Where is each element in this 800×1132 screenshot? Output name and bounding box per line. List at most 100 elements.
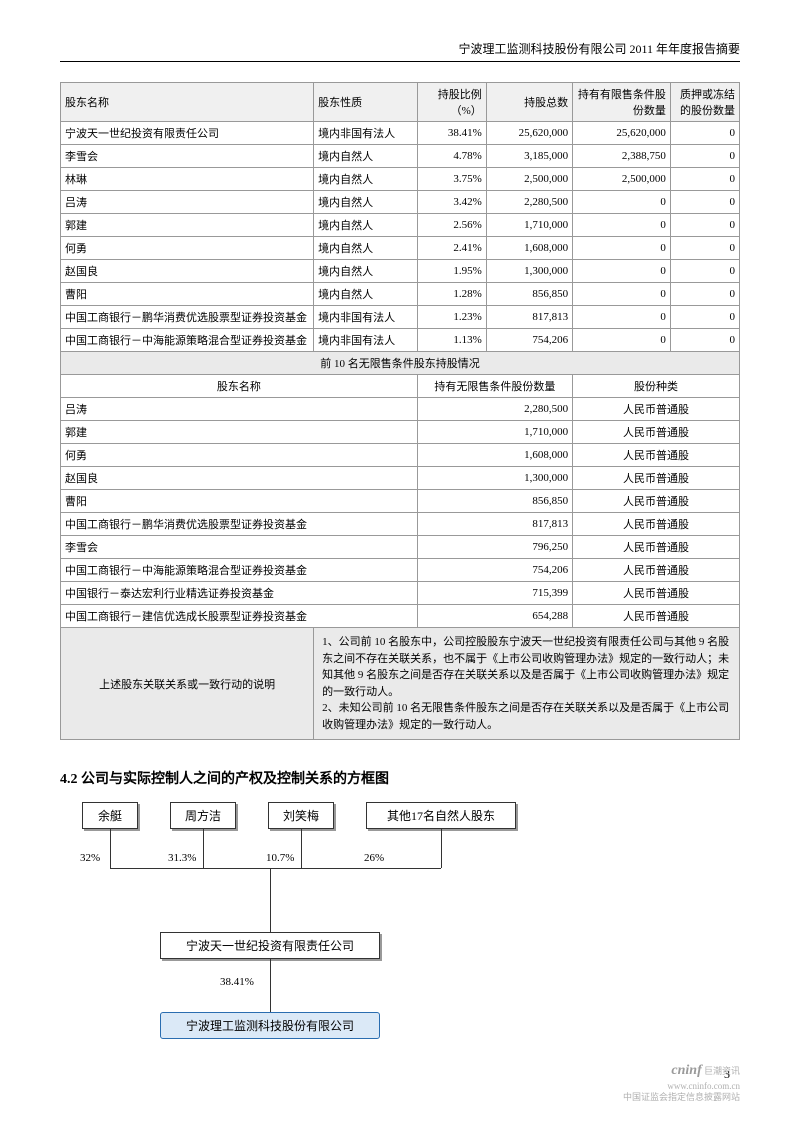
diagram-node-bottom: 宁波理工监测科技股份有限公司	[160, 1012, 380, 1039]
section-title-4-2: 4.2 公司与实际控制人之间的产权及控制关系的方框图	[60, 768, 740, 788]
cell: 0	[573, 306, 671, 329]
cell: 1.13%	[417, 329, 486, 352]
cell: 境内自然人	[314, 145, 418, 168]
diagram-pct: 26%	[364, 852, 384, 864]
table-row: 中国工商银行－建信优选成长股票型证券投资基金654,288人民币普通股	[61, 605, 740, 628]
cell: 25,620,000	[486, 122, 572, 145]
table-row: 中国工商银行－中海能源策略混合型证券投资基金境内非国有法人1.13%754,20…	[61, 329, 740, 352]
table-row: 吕涛2,280,500人民币普通股	[61, 398, 740, 421]
cell: 郭建	[61, 421, 418, 444]
cell: 境内自然人	[314, 260, 418, 283]
cell: 人民币普通股	[573, 605, 740, 628]
table-row: 赵国良1,300,000人民币普通股	[61, 467, 740, 490]
cell: 李雪会	[61, 145, 314, 168]
table-row: 宁波天一世纪投资有限责任公司境内非国有法人38.41%25,620,00025,…	[61, 122, 740, 145]
cell: 境内自然人	[314, 214, 418, 237]
cell: 38.41%	[417, 122, 486, 145]
cell: 李雪会	[61, 536, 418, 559]
note-label: 上述股东关联关系或一致行动的说明	[61, 628, 314, 740]
cell: 人民币普通股	[573, 513, 740, 536]
cell: 1,608,000	[417, 444, 572, 467]
cell: 754,206	[417, 559, 572, 582]
cell: 0	[670, 191, 739, 214]
cell: 何勇	[61, 237, 314, 260]
diagram-pct: 38.41%	[220, 976, 254, 988]
diagram-node: 周方洁	[170, 802, 236, 829]
table-row: 吕涛境内自然人3.42%2,280,50000	[61, 191, 740, 214]
cell: 宁波天一世纪投资有限责任公司	[61, 122, 314, 145]
table-row: 中国工商银行－中海能源策略混合型证券投资基金754,206人民币普通股	[61, 559, 740, 582]
cell: 796,250	[417, 536, 572, 559]
cell: 1.28%	[417, 283, 486, 306]
watermark-url: www.cninfo.com.cn	[667, 1081, 740, 1091]
cell: 赵国良	[61, 467, 418, 490]
table-row: 何勇1,608,000人民币普通股	[61, 444, 740, 467]
cell: 1,710,000	[486, 214, 572, 237]
cell: 人民币普通股	[573, 467, 740, 490]
table-row: 中国工商银行－鹏华消费优选股票型证券投资基金境内非国有法人1.23%817,81…	[61, 306, 740, 329]
cell: 1.95%	[417, 260, 486, 283]
table-row: 郭建1,710,000人民币普通股	[61, 421, 740, 444]
cell: 715,399	[417, 582, 572, 605]
cell: 817,813	[486, 306, 572, 329]
note-text: 1、公司前 10 名股东中，公司控股股东宁波天一世纪投资有限责任公司与其他 9 …	[314, 628, 740, 740]
cell: 0	[670, 260, 739, 283]
cell: 0	[670, 168, 739, 191]
diagram-node: 其他17名自然人股东	[366, 802, 516, 829]
table-row: 郭建境内自然人2.56%1,710,00000	[61, 214, 740, 237]
cell: 0	[573, 329, 671, 352]
cell: 2,500,000	[573, 168, 671, 191]
cell: 境内非国有法人	[314, 306, 418, 329]
table-row: 赵国良境内自然人1.95%1,300,00000	[61, 260, 740, 283]
top10-shareholders-table: 股东名称 股东性质 持股比例（%） 持股总数 持有有限售条件股份数量 质押或冻结…	[60, 82, 740, 740]
cell: 0	[670, 145, 739, 168]
cell: 0	[670, 283, 739, 306]
cell: 0	[573, 283, 671, 306]
col-pledge: 质押或冻结的股份数量	[670, 83, 739, 122]
diagram-pct: 10.7%	[266, 852, 294, 864]
cell: 境内非国有法人	[314, 122, 418, 145]
cell: 4.78%	[417, 145, 486, 168]
cell: 人民币普通股	[573, 536, 740, 559]
cell: 人民币普通股	[573, 421, 740, 444]
ownership-diagram: 余艇32%周方洁31.3%刘笑梅10.7%其他17名自然人股东26%宁波天一世纪…	[70, 802, 570, 1062]
cell: 0	[573, 260, 671, 283]
cell: 0	[670, 122, 739, 145]
cell: 1.23%	[417, 306, 486, 329]
cell: 1,608,000	[486, 237, 572, 260]
cell: 1,710,000	[417, 421, 572, 444]
cell: 0	[670, 214, 739, 237]
cell: 0	[573, 191, 671, 214]
cell: 何勇	[61, 444, 418, 467]
cell: 754,206	[486, 329, 572, 352]
cell: 人民币普通股	[573, 490, 740, 513]
cell: 中国银行－泰达宏利行业精选证券投资基金	[61, 582, 418, 605]
page-header: 宁波理工监测科技股份有限公司 2011 年年度报告摘要	[60, 40, 740, 62]
cell: 3,185,000	[486, 145, 572, 168]
diagram-pct: 31.3%	[168, 852, 196, 864]
cell: 2.56%	[417, 214, 486, 237]
cell: 人民币普通股	[573, 582, 740, 605]
cell: 25,620,000	[573, 122, 671, 145]
cell: 856,850	[486, 283, 572, 306]
cell: 曹阳	[61, 490, 418, 513]
cell: 林琳	[61, 168, 314, 191]
diagram-node: 余艇	[82, 802, 138, 829]
table-row: 中国银行－泰达宏利行业精选证券投资基金715,399人民币普通股	[61, 582, 740, 605]
table-row: 李雪会境内自然人4.78%3,185,0002,388,7500	[61, 145, 740, 168]
cell: 曹阳	[61, 283, 314, 306]
cell: 1,300,000	[417, 467, 572, 490]
cell: 人民币普通股	[573, 559, 740, 582]
table-row: 曹阳境内自然人1.28%856,85000	[61, 283, 740, 306]
cell: 1,300,000	[486, 260, 572, 283]
cell: 中国工商银行－中海能源策略混合型证券投资基金	[61, 329, 314, 352]
cell: 中国工商银行－鹏华消费优选股票型证券投资基金	[61, 513, 418, 536]
cell: 吕涛	[61, 398, 418, 421]
t2-col-qty: 持有无限售条件股份数量	[417, 375, 572, 398]
cell: 0	[670, 329, 739, 352]
cell: 2,280,500	[486, 191, 572, 214]
cell: 人民币普通股	[573, 398, 740, 421]
diagram-node: 刘笑梅	[268, 802, 334, 829]
t2-col-name: 股东名称	[61, 375, 418, 398]
cell: 3.42%	[417, 191, 486, 214]
